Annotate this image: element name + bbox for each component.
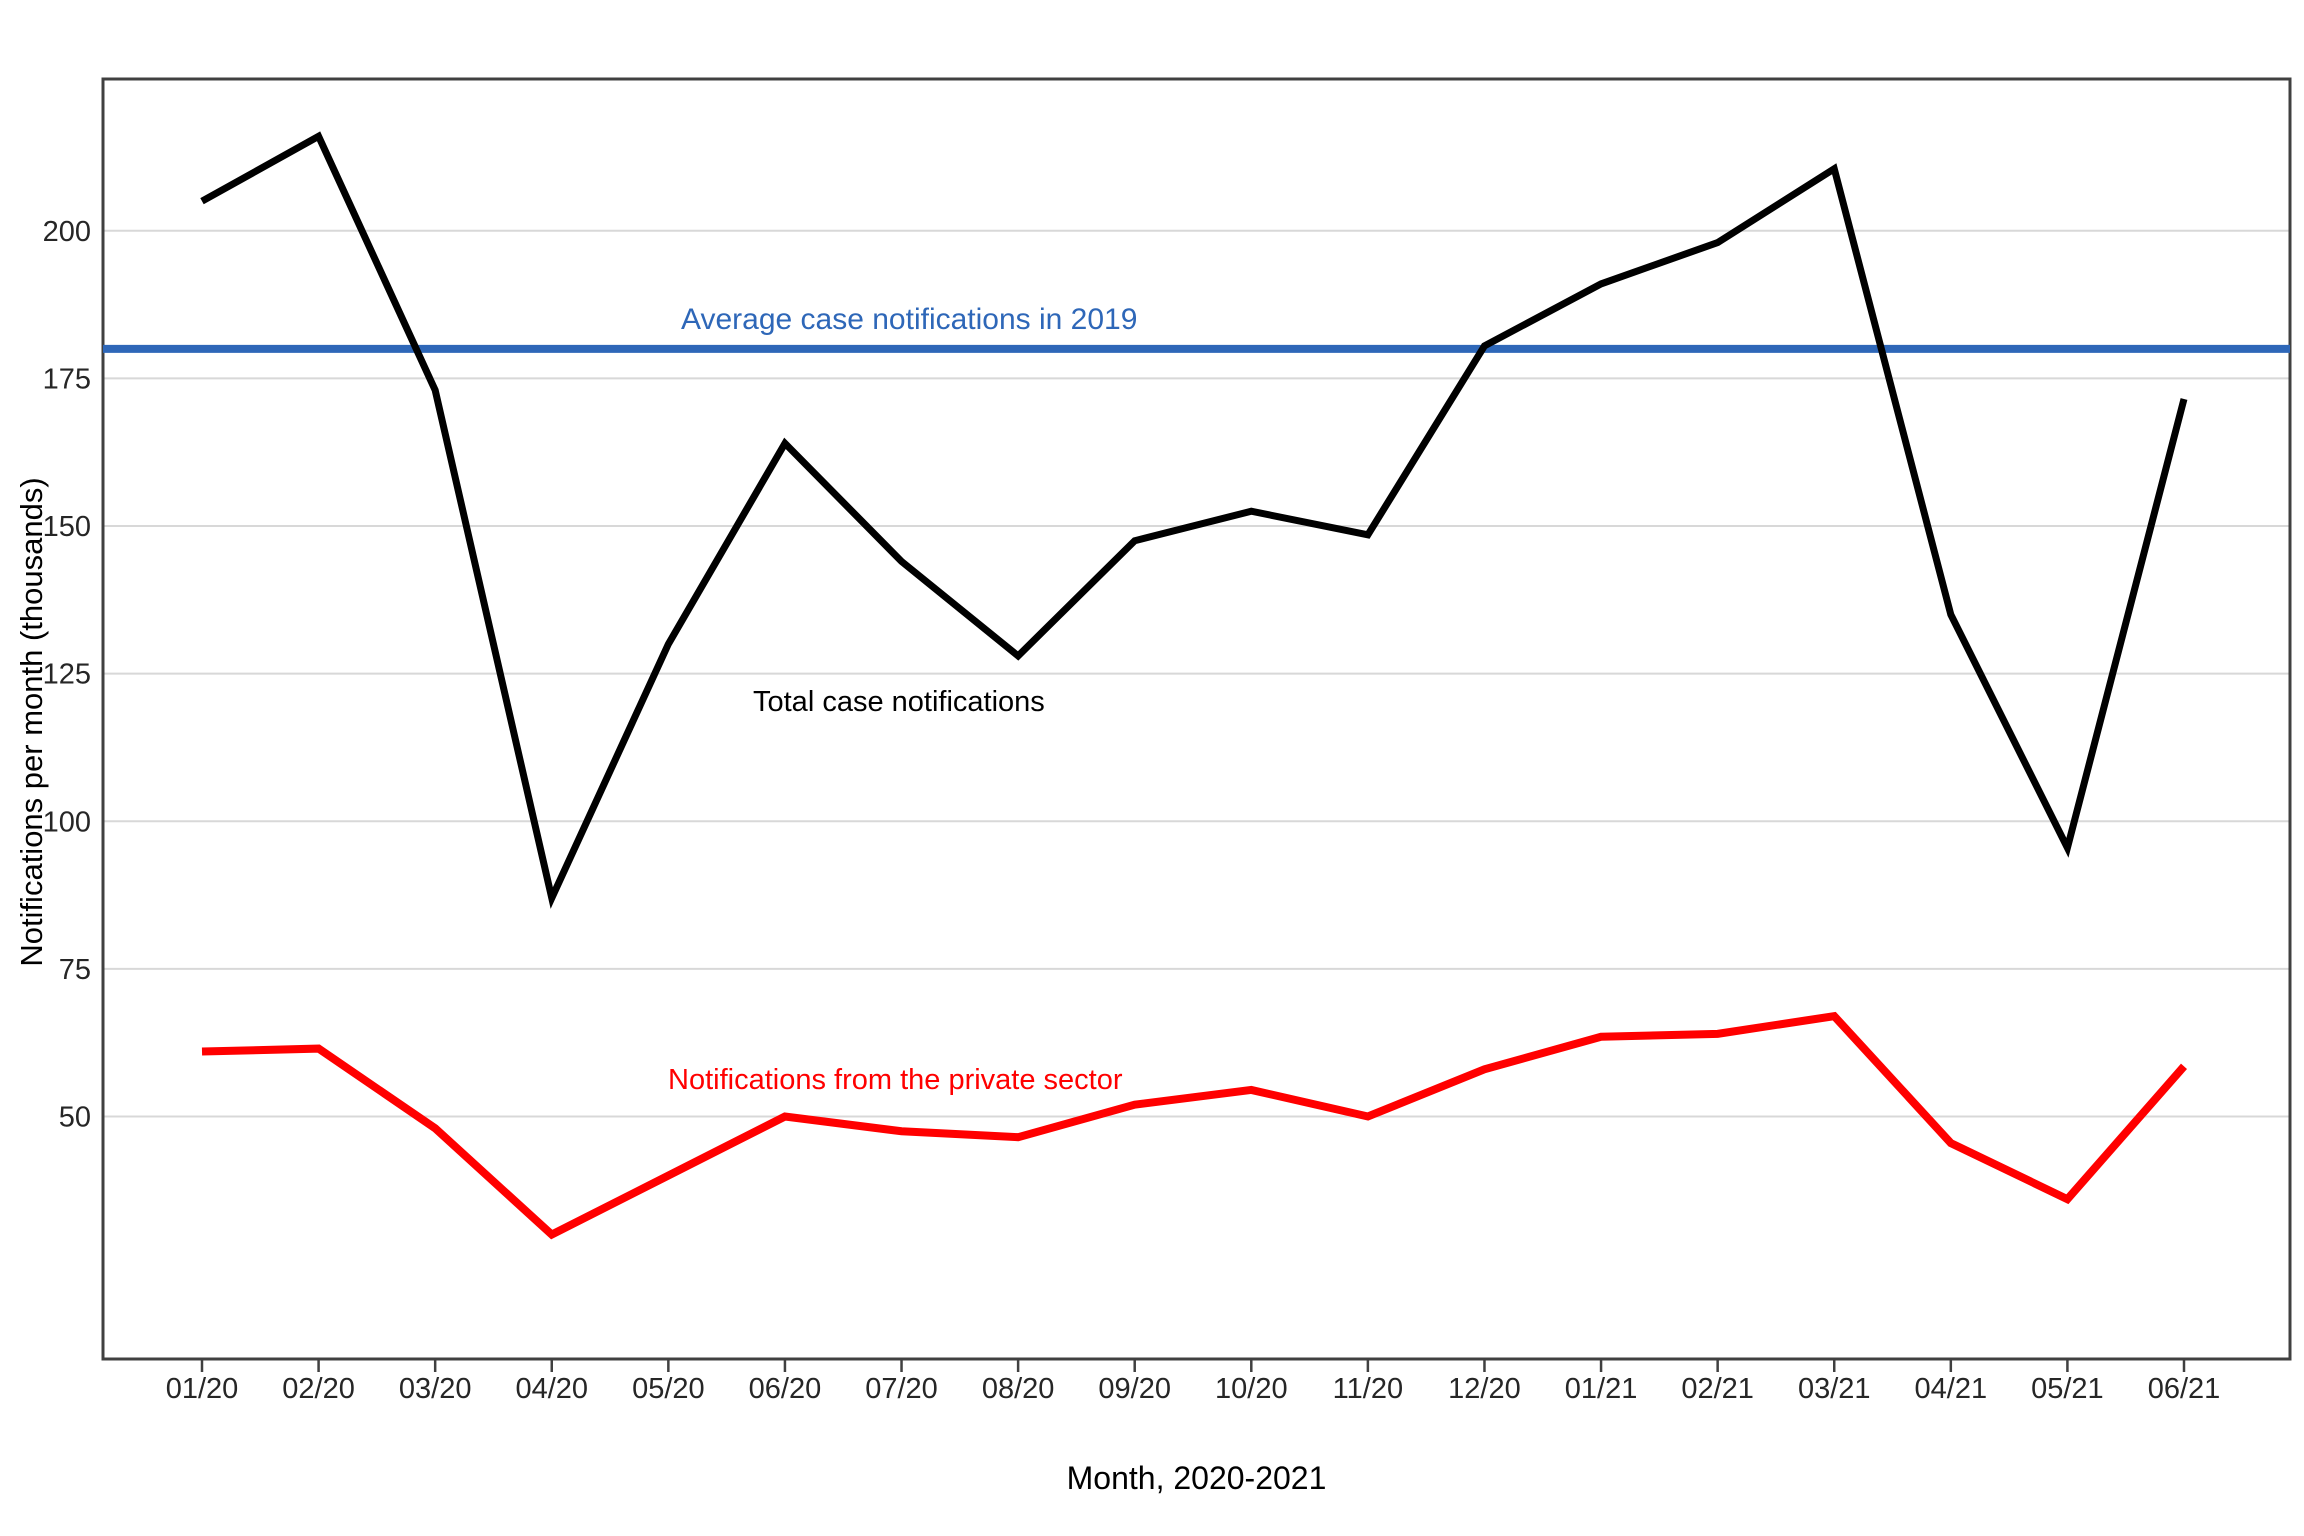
total-series-line (200, 131, 2188, 909)
average-line-label: Average case notifications in 2019 (681, 303, 1138, 336)
x-tick-label: 10/20 (1215, 1373, 1288, 1405)
private-series-label: Notifications from the private sector (668, 1064, 1123, 1096)
x-tick-label: 06/20 (749, 1373, 822, 1405)
x-axis-title: Month, 2020-2021 (1066, 1460, 1327, 1496)
x-tick-label: 11/20 (1333, 1373, 1403, 1405)
x-tick-label: 03/21 (1798, 1373, 1871, 1405)
x-tick-label: 04/20 (515, 1373, 588, 1405)
y-tick-label: 200 (43, 216, 91, 248)
plot-border (101, 77, 2292, 1361)
y-axis-title: Notifications per month (thousands) (14, 477, 49, 967)
x-tick-label: 05/20 (632, 1373, 705, 1405)
y-tick-label: 75 (59, 954, 91, 986)
x-tick-label: 12/20 (1448, 1373, 1521, 1405)
x-tick-label: 06/21 (2148, 1373, 2221, 1405)
x-tick-label: 02/20 (282, 1373, 355, 1405)
y-tick-label: 50 (59, 1102, 91, 1134)
y-tick-label: 125 (43, 659, 91, 691)
x-tick-label: 08/20 (982, 1373, 1055, 1405)
x-tick-label: 05/21 (2031, 1373, 2104, 1405)
x-tick-label: 01/20 (166, 1373, 239, 1405)
x-tick-label: 03/20 (399, 1373, 472, 1405)
x-tick-label: 04/21 (1915, 1373, 1988, 1405)
y-tick-label: 100 (43, 806, 91, 838)
x-tick-label: 09/20 (1098, 1373, 1171, 1405)
x-tick-label: 02/21 (1681, 1373, 1754, 1405)
x-tick-label: 07/20 (865, 1373, 938, 1405)
total-series-label: Total case notifications (753, 686, 1045, 718)
private-series-line (201, 1011, 2188, 1240)
y-tick-label: 175 (43, 363, 91, 395)
y-tick-label: 150 (43, 511, 91, 543)
x-tick-label: 01/21 (1565, 1373, 1638, 1405)
